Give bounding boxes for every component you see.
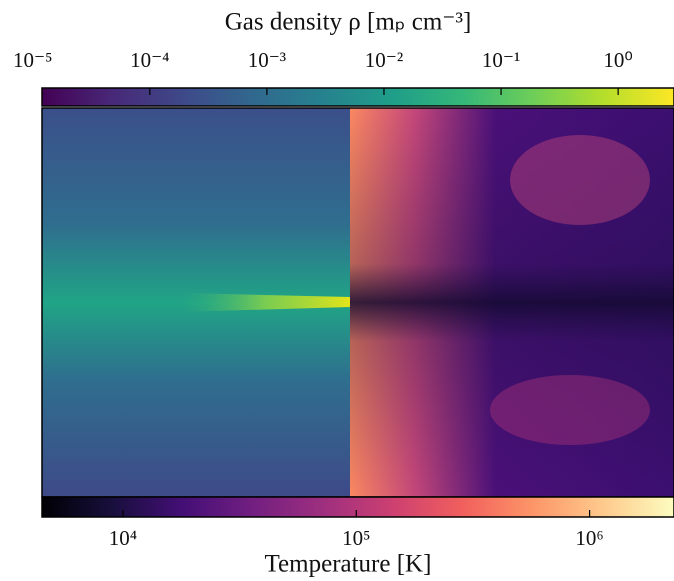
temperature-patch xyxy=(510,135,650,225)
temperature-patch xyxy=(490,375,650,445)
tick-label: 10⁴ xyxy=(109,526,137,550)
tick-label: 10⁻¹ xyxy=(482,48,520,72)
colorbar xyxy=(41,87,674,107)
colorbar xyxy=(41,496,674,518)
tick-label: 10⁻³ xyxy=(248,48,286,72)
colorbar-label: Gas density ρ [mₚ cm⁻³] xyxy=(225,9,472,36)
density-jet xyxy=(180,293,350,312)
colorbar-label: Temperature [K] xyxy=(265,551,432,578)
simulation-image xyxy=(41,107,674,498)
tick-label: 10⁰ xyxy=(603,48,632,72)
tick-label: 10⁵ xyxy=(342,526,370,550)
tick-label: 10⁻² xyxy=(365,48,403,72)
tick-label: 10⁶ xyxy=(575,526,603,550)
temperature-shade xyxy=(350,108,674,497)
tick-label: 10⁻⁴ xyxy=(130,48,169,72)
tick-label: 10⁻⁵ xyxy=(13,48,52,72)
